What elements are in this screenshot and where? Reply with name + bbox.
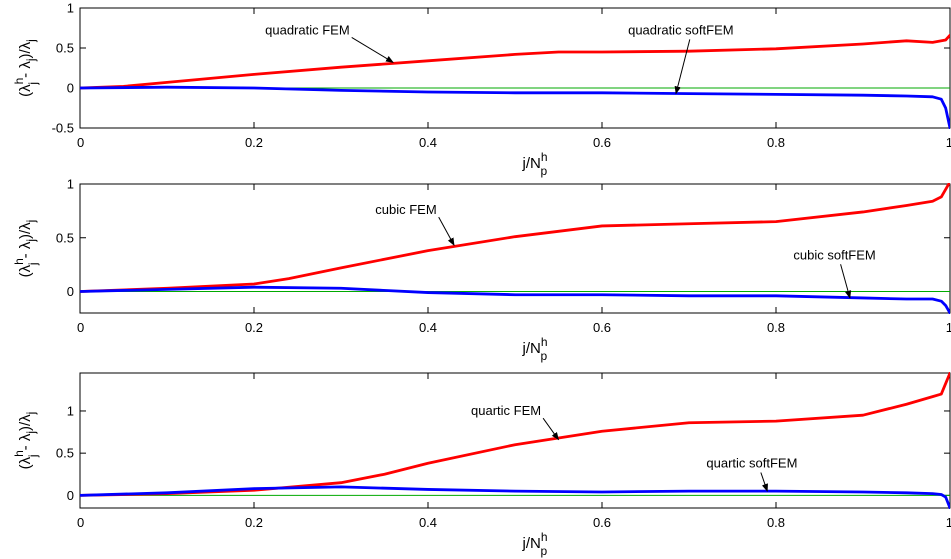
subplot-3: 0 0.2 0.4 0.6 0.8 1 0 0.5 1 quartic FEM quartic so… [12,372,951,558]
x-tick-label: 0.8 [767,320,785,335]
x-axis-label: j/Nh p [521,150,547,178]
annotation-arrow [542,417,559,441]
y-tick-label: 1 [67,403,74,418]
x-tick-label: 0 [77,515,84,530]
x-tick-label: 0.8 [767,515,785,530]
x-tick-label: 0.4 [419,320,437,335]
y-axis-label: (λhj - λj)/λj [12,39,40,97]
x-tick-label: 0.4 [419,515,437,530]
annotation-arrow [438,216,455,246]
softfem-series-line [80,485,950,509]
fem-series-line [80,183,950,293]
axes-frame [79,183,951,314]
annotation-arrow [674,39,691,95]
x-tick-label: 0 [77,320,84,335]
y-tick-label: 1 [67,177,74,192]
softfem-series-line [80,285,950,314]
x-tick-label: 0.4 [419,135,437,150]
x-tick-label: 1 [946,320,951,335]
x-tick-label: 0.2 [245,515,263,530]
annotation-arrow [760,472,768,492]
x-tick-label: 0.2 [245,320,263,335]
fem-series-line [80,372,950,497]
annotation-text: quadratic FEM [265,22,350,37]
y-tick-label: 0.5 [56,230,74,245]
annotation-text: cubic FEM [375,202,436,217]
y-tick-label: 0 [67,488,74,503]
x-tick-label: 0.6 [593,515,611,530]
annotation-text: quartic softFEM [706,456,797,471]
softfem-series-line [80,85,950,129]
axes-frame [79,7,951,129]
x-tick-label: 1 [946,135,951,150]
annotation-text: cubic softFEM [793,247,875,262]
x-tick-label: 0.6 [593,135,611,150]
y-axis-label: (λhj - λj)/λj [12,412,40,470]
y-tick-label: 0 [67,81,74,96]
annotation-arrow [840,264,852,299]
y-tick-label: -0.5 [52,121,74,136]
x-axis-label: j/Nh p [521,335,547,363]
annotation-text: quartic FEM [471,403,541,418]
subplot-2: 0 0.2 0.4 0.6 0.8 1 0 0.5 1 cubic FEM cubic softFE… [12,177,951,364]
x-tick-label: 0.6 [593,320,611,335]
y-axis-label: (λhj - λj)/λj [12,220,40,278]
y-tick-label: 0.5 [56,446,74,461]
x-tick-label: 0.2 [245,135,263,150]
y-tick-label: 1 [67,1,74,16]
x-tick-label: 0.8 [767,135,785,150]
y-tick-label: 0.5 [56,41,74,56]
x-axis-label: j/Nh p [521,530,547,558]
y-tick-label: 0 [67,284,74,299]
x-tick-label: 0 [77,135,84,150]
fem-series-line [80,33,950,90]
annotation-arrow [351,36,394,63]
axes-frame [79,372,951,509]
x-tick-label: 1 [946,515,951,530]
annotation-text: quadratic softFEM [628,22,734,37]
